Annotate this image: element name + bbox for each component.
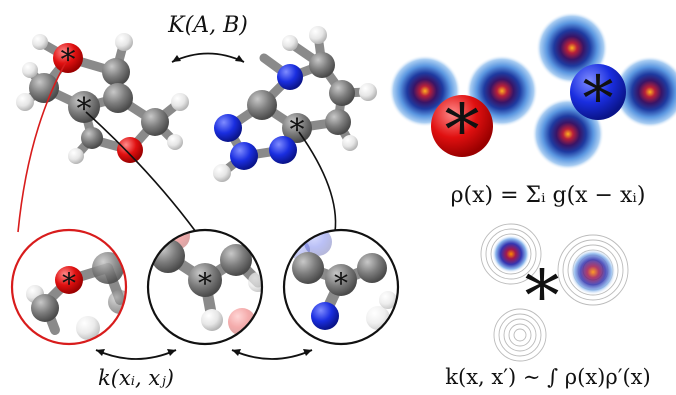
carbon-atom — [282, 113, 312, 143]
center-marker: * — [290, 113, 305, 148]
center-marker: * — [198, 267, 212, 300]
center-marker: * — [525, 255, 560, 337]
nitrogen-atom — [214, 114, 242, 142]
oxygen-atom — [53, 43, 83, 73]
density-representation-b: * — [532, 12, 676, 170]
overlap-kernel-equation: k(x, x′) ∼ ∫ ρ(x)ρ′(x) — [445, 365, 650, 389]
carbon-atom — [141, 108, 169, 136]
center-marker: * — [445, 89, 480, 171]
global-kernel-text: K(A, B) — [167, 13, 248, 38]
carbon-atom — [309, 52, 335, 78]
hydrogen-atom — [171, 93, 189, 111]
density-representation-a: * — [389, 55, 538, 171]
molecule-a: * * — [16, 33, 189, 164]
carbon-atom — [29, 73, 59, 103]
center-marker: * — [583, 62, 614, 135]
carbon-atom — [103, 83, 133, 113]
connector-lines — [17, 61, 337, 233]
carbon-atom — [247, 90, 277, 120]
hydrogen-atom — [16, 93, 34, 111]
molecule-b: * — [213, 26, 377, 182]
hydrogen-atom — [32, 34, 48, 50]
hydrogen-atom — [22, 62, 38, 78]
global-kernel-label: K(A, B) — [167, 13, 248, 63]
center-marker: * — [61, 43, 76, 78]
hydrogen-atom — [115, 33, 133, 51]
hydrogen-atom — [359, 83, 377, 101]
zoom-environment-carbon-a: * — [146, 228, 264, 346]
nitrogen-atom — [277, 64, 303, 90]
hydrogen-atom — [68, 148, 84, 164]
zoom-environment-oxygen: * — [10, 228, 128, 346]
carbon-atom — [329, 80, 355, 106]
density-equation: ρ(x) = Σᵢ g(x − xᵢ) — [451, 183, 646, 208]
local-kernel-text: k(xᵢ, xⱼ) — [98, 366, 174, 390]
nitrogen-atom — [269, 136, 297, 164]
carbon-atom — [102, 58, 130, 86]
zoom-environment-carbon-b: * — [282, 228, 400, 346]
center-marker: * — [334, 267, 348, 300]
center-marker: * — [77, 92, 92, 127]
carbon-atom — [325, 109, 351, 135]
hydrogen-atom — [213, 164, 231, 182]
local-kernel-arrows — [95, 349, 313, 360]
carbon-atom — [68, 91, 100, 123]
double-arrow — [171, 52, 245, 63]
hydrogen-atom — [167, 134, 183, 150]
density-overlap: * — [480, 223, 629, 362]
hydrogen-atom — [309, 26, 327, 44]
hydrogen-atom — [282, 35, 298, 51]
center-marker: * — [62, 267, 76, 300]
carbon-atom — [81, 127, 103, 149]
nitrogen-atom — [230, 142, 258, 170]
hydrogen-atom — [342, 135, 358, 151]
oxygen-atom — [117, 137, 143, 163]
